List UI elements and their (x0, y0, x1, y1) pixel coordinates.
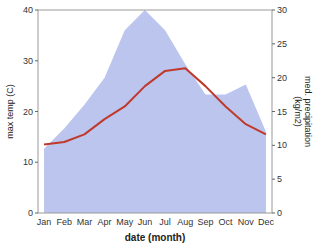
y-tick-label: 30 (23, 56, 33, 66)
y2-tick (272, 77, 275, 78)
y-axis-label: max temp (C) (5, 84, 15, 139)
x-tick-label: Sep (197, 217, 213, 227)
x-tick-label: Oct (219, 217, 234, 227)
y2-tick-label: 0 (277, 208, 282, 218)
x-tick-label: Jun (138, 217, 153, 227)
x-tick-label: Mar (77, 217, 93, 227)
y2-tick (272, 179, 275, 180)
x-tick-label: Feb (56, 217, 72, 227)
y2-axis-label-line: med. precipitation (303, 76, 313, 147)
x-tick-label: Dec (258, 217, 275, 227)
y2-tick-label: 10 (277, 140, 287, 150)
y2-tick (272, 213, 275, 214)
temperature-line (44, 68, 266, 144)
x-tick-label: Aug (177, 217, 193, 227)
y-tick (35, 10, 38, 11)
y2-tick-label: 5 (277, 174, 282, 184)
y-tick-label: 0 (28, 208, 33, 218)
y-tick (35, 213, 38, 214)
y2-axis-label-line: (kg/m2) (293, 96, 303, 127)
background (0, 0, 318, 247)
x-tick-label: May (116, 217, 134, 227)
y2-tick-label: 25 (277, 39, 287, 49)
x-axis-label: date (month) (125, 232, 186, 243)
precipitation-area (44, 10, 266, 213)
y-tick (35, 111, 38, 112)
chart: 0 10 20 30 40 0 5 10 15 20 25 30 Jan Feb Mar Apr May Jun J… (0, 0, 318, 247)
x-tick-label: Jul (159, 217, 171, 227)
y2-tick (272, 111, 275, 112)
x-tick-label: Jan (37, 217, 52, 227)
y2-tick-label: 30 (277, 5, 287, 15)
y2-tick-label: 20 (277, 73, 287, 83)
y-tick (35, 60, 38, 61)
y2-axis-label: med. precipitation(kg/m2) (293, 76, 313, 147)
y-tick (35, 162, 38, 163)
plot-area (44, 10, 266, 213)
x-tick-label: Nov (238, 217, 255, 227)
y2-tick-label: 15 (277, 107, 287, 117)
y2-tick (272, 43, 275, 44)
y-tick-label: 20 (23, 107, 33, 117)
x-tick-label: Apr (98, 217, 112, 227)
y-tick-label: 40 (23, 5, 33, 15)
y2-tick (272, 10, 275, 11)
plot-frame (38, 10, 272, 213)
y-tick-label: 10 (23, 157, 33, 167)
y2-tick (272, 145, 275, 146)
